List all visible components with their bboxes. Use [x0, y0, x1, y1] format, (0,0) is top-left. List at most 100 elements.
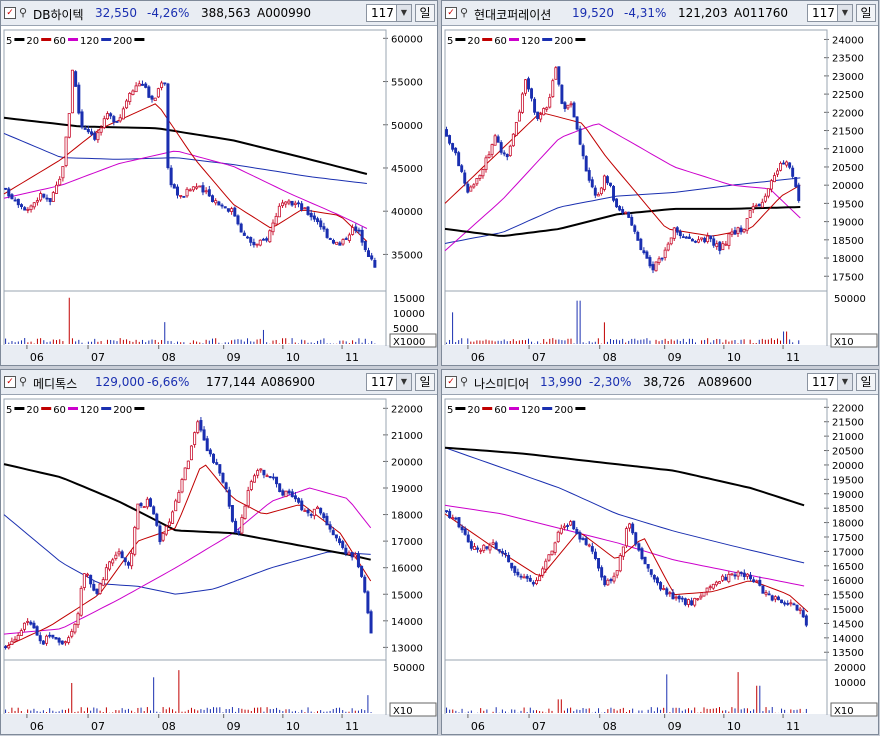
- stock-name[interactable]: 나스미디어: [474, 377, 530, 391]
- candle-body: [547, 554, 551, 561]
- chart-area[interactable]: 5 20 60 120 200 22000 21000 20000 19000 18000 1700…: [1, 370, 438, 735]
- price-tick-label: 21500: [832, 127, 864, 138]
- chevron-down-icon[interactable]: ▼: [837, 5, 852, 21]
- candle-body: [631, 523, 635, 534]
- candle-body: [463, 528, 467, 535]
- candle-body: [212, 453, 216, 463]
- candle-body: [287, 200, 291, 204]
- candle-body: [556, 531, 560, 543]
- ma60-line: [3, 487, 372, 635]
- candle-body: [328, 524, 332, 530]
- price-tick-label: 35000: [391, 250, 423, 261]
- candle-body: [476, 547, 480, 550]
- candle-body: [612, 185, 615, 201]
- candle-body: [451, 517, 455, 519]
- chevron-down-icon[interactable]: ▼: [396, 374, 411, 390]
- chart-area[interactable]: 5 20 60 120 200 24000 23500 23000 22500 22000 2150…: [442, 1, 879, 366]
- candle-body: [499, 142, 503, 153]
- ma-legend-label: 60: [494, 36, 507, 47]
- candle-body: [652, 574, 656, 580]
- magnifier-icon[interactable]: ⚲: [19, 6, 28, 19]
- candle-body: [10, 640, 14, 645]
- month-label: 06: [30, 720, 44, 733]
- candle-body: [230, 505, 234, 522]
- candle-body: [142, 506, 146, 509]
- period-select[interactable]: 117 ▼: [366, 373, 412, 391]
- candle-body: [770, 595, 774, 601]
- stock-name[interactable]: 현대코퍼레이션: [474, 8, 552, 22]
- period-unit-button[interactable]: 일: [415, 4, 435, 22]
- ma-legend-swatch: [455, 407, 466, 410]
- stock-name[interactable]: 메디톡스: [33, 377, 78, 391]
- ma-legend-label: 20: [26, 405, 39, 416]
- candle-body: [316, 218, 320, 223]
- panel-header: ✓ ⚲ DB하이텍 32,550 -4,26% 388,563 A000990 …: [1, 1, 437, 26]
- period-select[interactable]: 117 ▼: [366, 4, 412, 22]
- magnifier-icon[interactable]: ⚲: [19, 375, 28, 388]
- candle-body: [528, 577, 532, 582]
- candle-body: [615, 570, 619, 576]
- candle-body: [636, 231, 640, 241]
- candle-body: [475, 178, 479, 185]
- candle-body: [621, 546, 625, 557]
- candle-body: [472, 546, 476, 550]
- chart-area[interactable]: 5 20 60 120 200 22000 21500 21000 20500 20000 1950…: [442, 370, 879, 735]
- candle-body: [86, 129, 90, 133]
- candle-body: [306, 206, 310, 215]
- candle-body: [297, 498, 301, 503]
- period-unit-button[interactable]: 일: [415, 373, 435, 391]
- candle-body: [347, 552, 351, 555]
- period-unit-button[interactable]: 일: [856, 4, 876, 22]
- candle-body: [665, 588, 669, 595]
- chevron-down-icon[interactable]: ▼: [396, 5, 411, 21]
- candle-body: [202, 429, 206, 441]
- candle-body: [89, 574, 93, 585]
- magnifier-icon[interactable]: ⚲: [460, 6, 469, 19]
- price-tick-label: 15500: [832, 591, 864, 602]
- checkbox-icon[interactable]: ✓: [445, 376, 457, 388]
- price-tick-label: 18500: [832, 236, 864, 247]
- magnifier-icon[interactable]: ⚲: [460, 375, 469, 388]
- candle-body: [766, 188, 770, 197]
- candle-body: [189, 445, 193, 461]
- ma200-line: [3, 116, 368, 175]
- checkbox-icon[interactable]: ✓: [4, 7, 16, 19]
- candle-body: [161, 533, 165, 541]
- candle-body: [643, 556, 647, 565]
- candle-body: [646, 563, 650, 569]
- checkbox-icon[interactable]: ✓: [445, 7, 457, 19]
- candle-body: [319, 220, 323, 228]
- chevron-down-icon[interactable]: ▼: [837, 374, 852, 390]
- stock-volume: 38,726: [643, 375, 685, 389]
- stock-name[interactable]: DB하이텍: [33, 8, 84, 22]
- candle-body: [262, 469, 266, 476]
- candle-body: [655, 577, 659, 584]
- candle-body: [139, 503, 143, 507]
- candle-body: [80, 111, 84, 128]
- volume-pane: [444, 290, 828, 347]
- candle-body: [67, 113, 71, 138]
- ma60-line: [3, 150, 368, 229]
- candle-body: [255, 243, 259, 246]
- period-unit-button[interactable]: 일: [856, 373, 876, 391]
- ma-legend-label: 200: [554, 405, 573, 416]
- ma-legend-swatch: [68, 38, 78, 41]
- price-tick-label: 14000: [391, 617, 423, 628]
- candle-body: [745, 573, 749, 577]
- chart-area[interactable]: 5 20 60 120 200 60000 55000 50000 45000 40000 3500…: [1, 1, 438, 366]
- candle-body: [45, 635, 49, 644]
- checkbox-icon[interactable]: ✓: [4, 376, 16, 388]
- candle-body: [16, 198, 20, 206]
- candle-body: [783, 602, 787, 605]
- candle-body: [780, 599, 784, 604]
- candle-body: [569, 521, 573, 526]
- period-select[interactable]: 117 ▼: [807, 4, 853, 22]
- candle-body: [542, 108, 546, 116]
- candle-body: [481, 169, 485, 177]
- volume-pane: [3, 659, 387, 716]
- period-select[interactable]: 117 ▼: [807, 373, 853, 391]
- candle-body: [234, 520, 238, 533]
- candle-body: [7, 645, 11, 649]
- candle-body: [675, 227, 679, 233]
- ma-legend-swatch: [575, 407, 586, 410]
